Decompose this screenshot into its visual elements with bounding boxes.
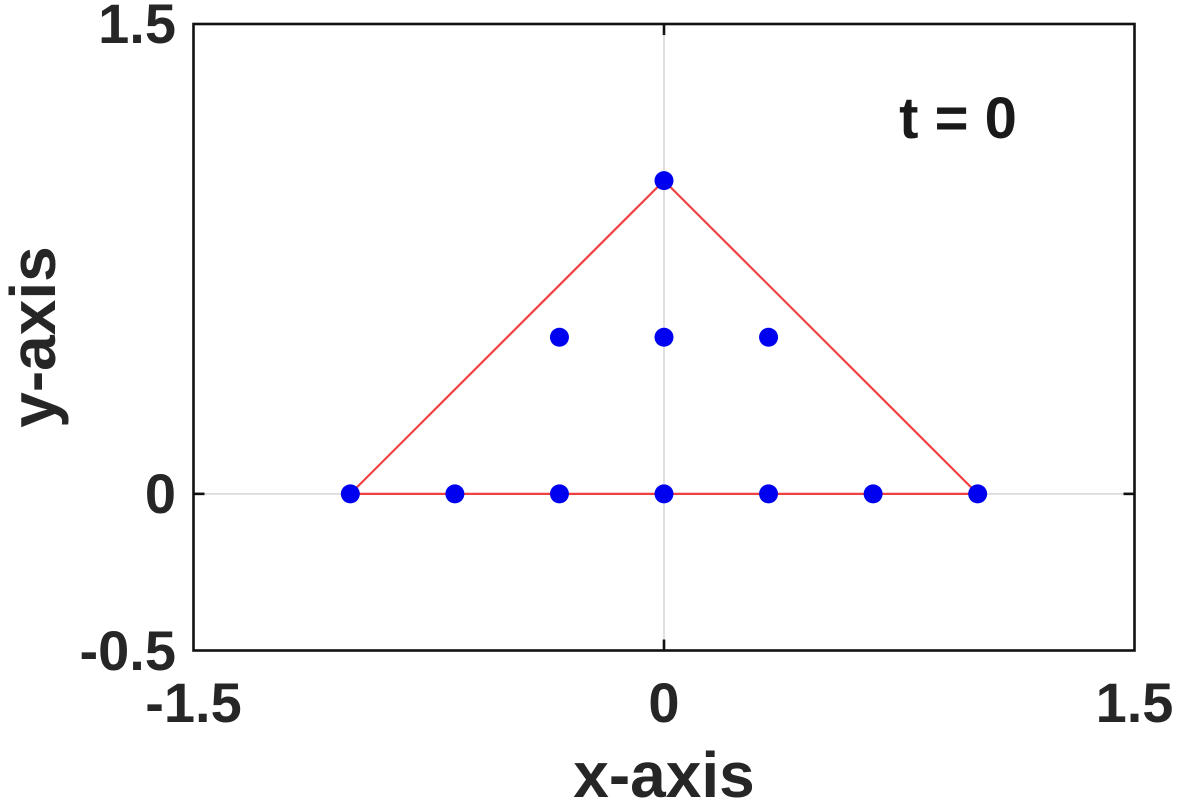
particles-point [759,327,779,347]
x-axis-label: x-axis [573,739,755,808]
x-tick-label: 0 [648,671,680,734]
particles-point [445,484,465,504]
particles-point [340,484,360,504]
y-tick-label: 0 [144,461,176,525]
particles-point [549,484,569,504]
y-tick-label: -0.5 [79,618,177,682]
particles-point [654,327,674,347]
y-axis-label: y-axis [0,246,69,428]
particles-point [654,484,674,504]
particles-point [654,171,674,191]
particles-point [968,484,988,504]
y-tick-label: 1.5 [98,0,176,55]
x-tick-label: -1.5 [145,671,242,734]
particles-point [759,484,779,504]
time-annotation: t = 0 [899,86,1017,151]
particles-point [549,327,569,347]
x-tick-label: 1.5 [1095,671,1174,734]
particles-point [863,484,883,504]
